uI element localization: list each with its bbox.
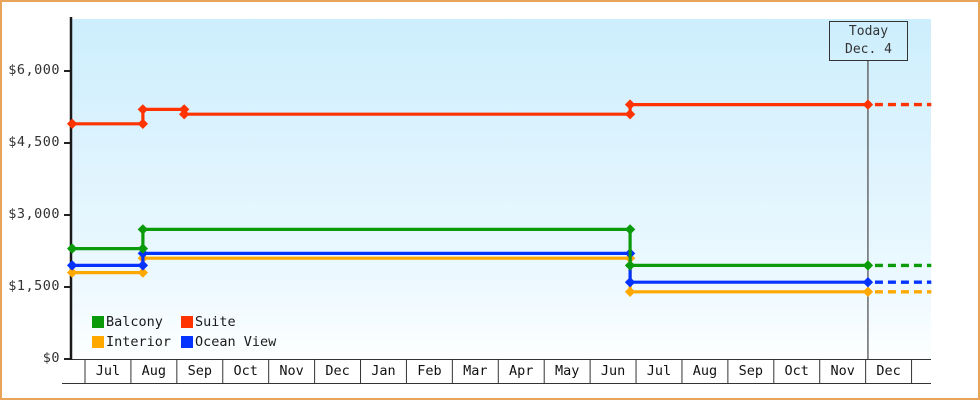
price-line-ocean-view xyxy=(72,251,868,284)
price-marker xyxy=(137,224,149,235)
price-marker xyxy=(66,267,78,278)
price-marker xyxy=(137,118,149,129)
month-cell: Apr xyxy=(509,363,534,379)
price-marker xyxy=(624,260,636,271)
y-axis-label: $6,000 xyxy=(8,62,60,78)
price-marker xyxy=(66,243,78,254)
price-marker xyxy=(137,243,149,254)
legend-item-ocean-view: Ocean View xyxy=(181,334,277,350)
month-cell: Aug xyxy=(692,363,718,379)
month-cell: Nov xyxy=(279,363,304,379)
price-marker xyxy=(624,277,636,288)
price-marker xyxy=(624,224,636,235)
price-marker xyxy=(624,286,636,297)
month-cell: Jun xyxy=(600,363,626,379)
month-cell: Jan xyxy=(371,363,396,379)
y-axis-label: $4,500 xyxy=(8,134,60,150)
price-marker xyxy=(137,260,149,271)
legend-swatch-interior xyxy=(92,336,104,348)
y-axis-label: $3,000 xyxy=(8,206,60,222)
price-marker xyxy=(624,99,636,110)
y-axis-label: $1,500 xyxy=(8,278,60,294)
legend-label: Suite xyxy=(195,314,236,330)
today-box-title: Today xyxy=(848,24,889,39)
price-marker xyxy=(862,277,874,288)
plot-area xyxy=(72,19,931,359)
month-cell: Sep xyxy=(187,363,212,379)
today-box: Today Dec. 4 xyxy=(829,21,908,61)
month-cell: Dec xyxy=(325,363,350,379)
legend-label: Interior xyxy=(106,334,172,350)
legend-swatch-suite xyxy=(181,316,193,328)
legend-item-interior: Interior xyxy=(92,334,172,350)
price-marker xyxy=(624,109,636,120)
price-marker xyxy=(862,99,874,110)
y-axis-label: $0 xyxy=(42,350,60,366)
price-marker xyxy=(66,118,78,129)
price-line-interior xyxy=(72,256,868,294)
legend-swatch-ocean-view xyxy=(181,336,193,348)
legend-swatch-balcony xyxy=(92,316,104,328)
month-cell: Sep xyxy=(738,363,764,379)
price-marker xyxy=(178,109,190,120)
price-marker xyxy=(862,286,874,297)
month-cell: Dec xyxy=(876,363,901,379)
price-marker xyxy=(137,104,149,115)
legend-item-balcony: Balcony xyxy=(92,314,163,330)
month-cell: Feb xyxy=(417,363,442,379)
price-marker xyxy=(66,260,78,271)
legend-label: Ocean View xyxy=(195,334,277,350)
price-marker xyxy=(137,267,149,278)
month-cell: Aug xyxy=(141,363,167,379)
price-marker xyxy=(862,260,874,271)
today-box-date: Dec. 4 xyxy=(845,42,892,57)
month-cell: Oct xyxy=(233,363,258,379)
month-cell: May xyxy=(554,363,580,379)
month-cell: Jul xyxy=(95,363,121,379)
legend-item-suite: Suite xyxy=(181,314,236,330)
price-line-balcony xyxy=(72,227,868,267)
month-cell: Mar xyxy=(463,363,488,379)
legend-label: Balcony xyxy=(106,314,163,330)
month-cell: Oct xyxy=(784,363,809,379)
month-cell: Jul xyxy=(646,363,672,379)
month-cell: Nov xyxy=(830,363,855,379)
